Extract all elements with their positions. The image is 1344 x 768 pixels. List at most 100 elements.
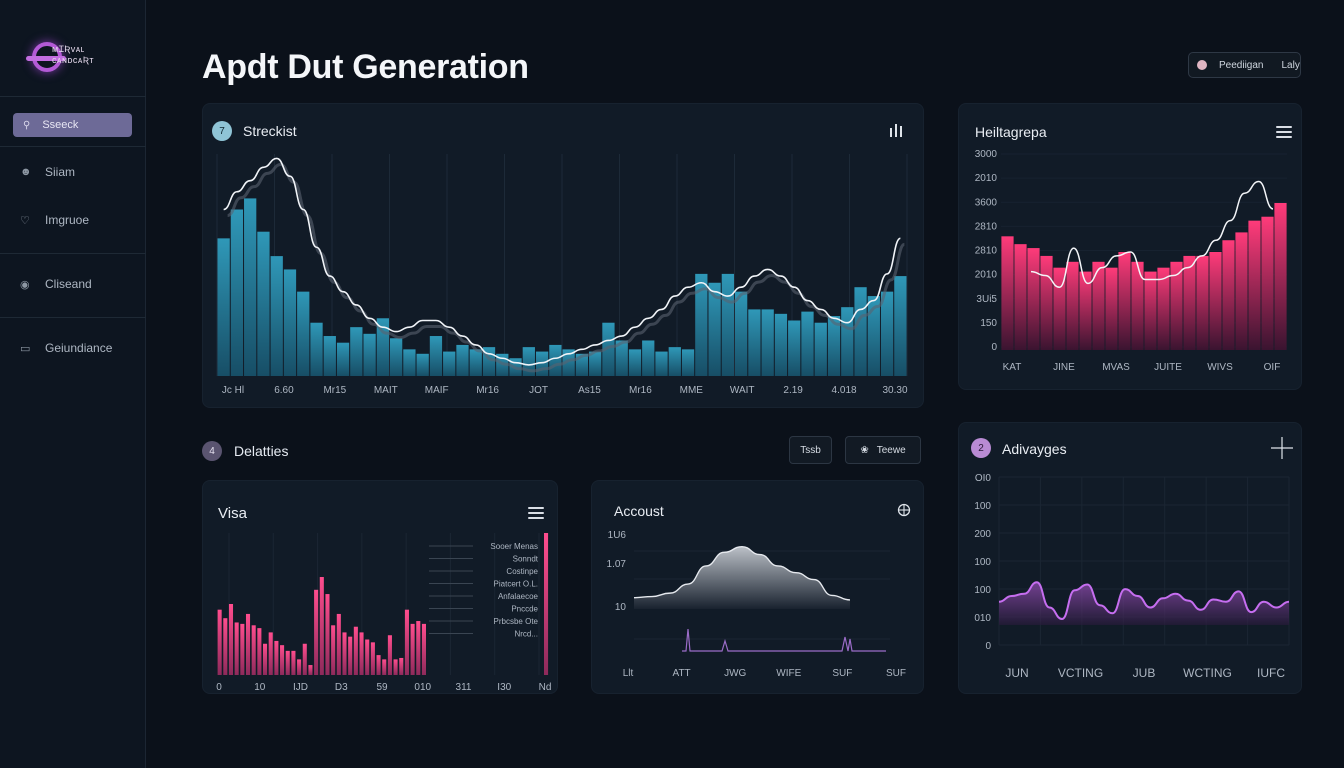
bar (562, 349, 575, 376)
sidebar-item-imgruoe[interactable]: ♡ Imgruoe (20, 213, 89, 227)
y-tick-label: OI0 (975, 473, 992, 484)
sidebar-item-cliseand[interactable]: ◉ Cliseand (20, 277, 92, 291)
bar (1131, 261, 1144, 350)
bar (257, 628, 262, 675)
bar (350, 327, 363, 376)
globe-icon[interactable] (897, 503, 911, 517)
bar (217, 238, 230, 376)
bar (363, 333, 376, 376)
menu-icon[interactable] (1276, 126, 1292, 138)
bar (761, 309, 774, 376)
menu-icon[interactable] (528, 507, 544, 519)
bar (230, 209, 244, 376)
bar (331, 625, 336, 675)
bar (370, 642, 375, 675)
bar (642, 340, 655, 376)
user-icon: ☻ (20, 166, 32, 178)
x-tick-label: WCTING (1183, 666, 1232, 680)
y-tick-label: 0 (991, 342, 997, 353)
visa-chart-title: Visa (218, 505, 247, 522)
user-menu-button[interactable]: Peediigan Laly (1188, 52, 1301, 78)
bar (359, 632, 364, 675)
sidebar-divider (0, 146, 146, 147)
page-title: Apdt Dut Generation (202, 48, 529, 86)
bar (234, 622, 239, 675)
bar (602, 322, 615, 376)
bar (404, 609, 409, 675)
x-tick-label: Jc Hl (222, 385, 244, 396)
bar (274, 640, 279, 675)
deliveries-title: Delatties (234, 443, 289, 459)
bar (297, 291, 310, 376)
account-chart: 1U6 1.07 10 Llt ATT JWG WIFE SUF SUF (607, 530, 906, 679)
bar (1053, 267, 1066, 350)
x-tick-label: IUFC (1257, 666, 1285, 680)
bar (1261, 216, 1274, 350)
legend-item: Nrcd... (514, 630, 538, 639)
bar (1144, 271, 1157, 350)
bar (544, 533, 549, 675)
bar (382, 659, 387, 675)
bar (1170, 261, 1183, 350)
advantages-chart-card: 2 Adivayges OI0 100 200 100 100 010 0 JUN VCTING… (958, 422, 1302, 694)
sidebar-divider (0, 317, 146, 318)
bar (1105, 267, 1118, 350)
logo-line-1: ᴍɪʀᴠᴀʟ (52, 44, 85, 54)
bar (399, 657, 404, 675)
x-tick-label: 4.018 (832, 385, 857, 396)
y-tick-label: 010 (974, 613, 991, 624)
main-chart-title: Streckist (243, 123, 297, 139)
bar (1040, 255, 1053, 350)
bar (308, 665, 313, 675)
bar (245, 613, 251, 675)
account-chart-card: Accoust 1U6 1.07 10 Llt ATT JWG WIFE SUF SUF (591, 480, 924, 694)
bar (1248, 220, 1261, 350)
y-tick-label: 10 (615, 602, 627, 613)
heat-chart-title: Heiltagrepa (975, 124, 1047, 140)
app-logo[interactable]: ᴍɪʀᴠᴀʟ ᴄᴀɴᴅᴄᴀʀᴛ (22, 38, 132, 78)
bar (681, 349, 695, 376)
search-icon: ⚲ (23, 119, 31, 131)
bar (336, 342, 350, 376)
bar (1079, 271, 1092, 350)
teewe-button[interactable]: ❀ Teewe (845, 436, 921, 464)
search-input[interactable]: ⚲ Sseeck (13, 113, 132, 137)
bar (323, 336, 336, 376)
chart-badge-icon: 7 (212, 121, 232, 141)
bar-chart-icon[interactable] (889, 122, 905, 138)
y-tick-label: 100 (974, 585, 991, 596)
x-tick-label: 59 (376, 682, 388, 693)
plus-icon[interactable] (1269, 435, 1295, 461)
bar (319, 577, 324, 675)
bar (695, 273, 708, 376)
tssb-button[interactable]: Tssb (789, 436, 832, 464)
sidebar-item-geiundiance[interactable]: ▭ Geiundiance (20, 341, 112, 355)
sidebar-item-label: Imgruoe (45, 213, 90, 227)
y-tick-label: 100 (974, 501, 991, 512)
sidebar-item-siiam[interactable]: ☻ Siiam (20, 165, 75, 179)
bar (735, 291, 748, 376)
x-tick-label: WIVS (1207, 362, 1233, 373)
bar (251, 625, 256, 675)
bar (217, 609, 222, 675)
bar (342, 632, 347, 675)
x-tick-label: Mr15 (323, 385, 346, 396)
bar (668, 347, 681, 376)
sidebar: ᴍɪʀᴠᴀʟ ᴄᴀɴᴅᴄᴀʀᴛ ⚲ Sseeck ☻ Siiam ♡ Imgru… (0, 0, 146, 768)
bar (894, 276, 907, 376)
bar (310, 322, 323, 376)
bar (788, 320, 801, 376)
x-tick-label: SUF (832, 668, 852, 679)
bar (257, 231, 270, 376)
bar (223, 618, 228, 675)
bar (403, 349, 416, 376)
bar (421, 623, 426, 675)
advantages-badge-icon: 2 (971, 438, 991, 458)
x-tick-label: JOT (529, 385, 548, 396)
x-tick-label: 0 (216, 682, 222, 693)
signal-line (682, 628, 886, 652)
legend-item: Piatcert O.L. (494, 580, 538, 589)
x-tick-label: OIF (1264, 362, 1281, 373)
visa-chart-card: Visa Sooer Menas Sonndt Costinpe Piatcert O… (202, 480, 558, 694)
x-tick-label: MVAS (1102, 362, 1130, 373)
